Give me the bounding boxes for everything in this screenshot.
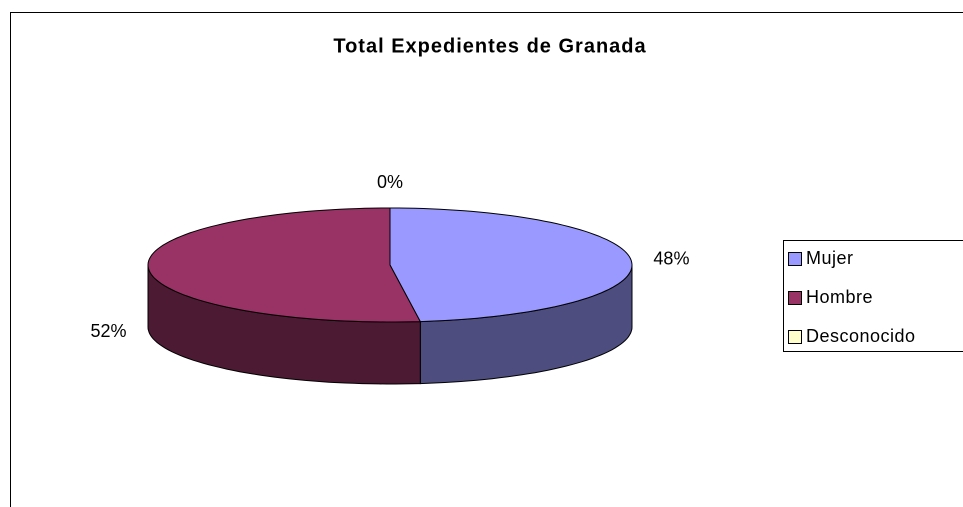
data-label: 0% (377, 172, 403, 192)
legend-label: Mujer (806, 248, 854, 268)
legend-label: Hombre (806, 287, 873, 307)
legend-swatch (788, 291, 802, 305)
legend-label: Desconocido (806, 326, 916, 346)
chart-border (10, 12, 963, 507)
data-label: 52% (91, 321, 127, 341)
data-label: 48% (653, 249, 689, 269)
pie-slice (389, 207, 633, 323)
legend-box (783, 240, 963, 352)
chart-title: Total Expedientes de Granada (333, 35, 646, 57)
legend-swatch (788, 252, 802, 266)
legend-swatch (788, 330, 802, 344)
pie-slice (147, 207, 422, 323)
